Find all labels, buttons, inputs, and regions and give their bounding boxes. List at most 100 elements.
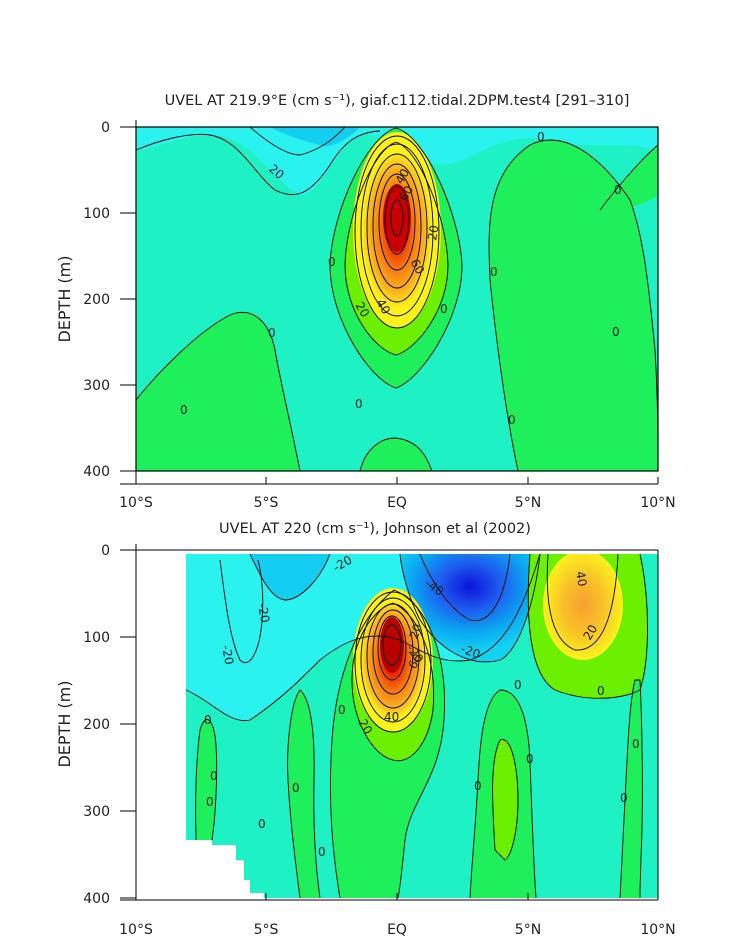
top-clabel-16: 60: [396, 183, 416, 203]
top-clabel-15: 40: [373, 297, 393, 317]
top-xtick-3: EQ: [387, 495, 407, 511]
top-clabel-1: 0: [180, 403, 188, 417]
bottom-contour-zero-7: [492, 739, 519, 861]
bottom-clabel-17: 0: [597, 684, 605, 698]
top-clabel-9: 0: [614, 183, 622, 197]
top-clabel-13: 20: [352, 300, 372, 320]
bottom-green-band-2-inner: [492, 739, 518, 860]
bottom-clabel-7: 0: [204, 713, 212, 727]
bottom-clabel-18: 0: [632, 737, 640, 751]
top-xtick-5: 10°N: [640, 495, 675, 511]
top-clabel-5: 0: [440, 302, 448, 316]
bottom-clabel-13: 0: [338, 703, 346, 717]
bottom-clabel-3: -20: [219, 644, 236, 666]
top-panel: UVEL AT 219.9°E (cm s⁻¹), giaf.c112.tida…: [55, 93, 676, 511]
bottom-clabel-16: 0: [526, 752, 534, 766]
top-ytick-1: 0: [101, 120, 110, 136]
bottom-clabel-15: 0: [514, 678, 522, 692]
top-xtick-4: 5°N: [515, 495, 541, 511]
bottom-clabel-14: 0: [474, 779, 482, 793]
bottom-plot-area: -20 -20 -20 -20 -20 -40 0 0 0 0 0 0 0 0 …: [185, 554, 658, 898]
bottom-clabel-10: 0: [258, 817, 266, 831]
bottom-contour-zero-4: [527, 554, 648, 699]
bottom-xtick-5: 10°N: [640, 922, 675, 938]
bottom-green-band-1: [287, 690, 320, 898]
top-clabel-3: 0: [355, 397, 363, 411]
top-surface-core: [270, 127, 360, 147]
bottom-ring-80: [382, 624, 402, 666]
bottom-contour-neg20-1: [249, 554, 331, 601]
top-contour-zero-2: [136, 130, 381, 196]
bottom-ring-70: [377, 615, 407, 681]
top-green-east: [489, 140, 658, 471]
bottom-clabel-25: 60: [405, 651, 425, 671]
top-clabel-4: 0: [328, 255, 336, 269]
bottom-ytick-5: 400: [83, 891, 110, 907]
top-green-ne: [600, 145, 658, 211]
top-ytick-4: 300: [83, 378, 110, 394]
bottom-contour-20: [351, 602, 435, 762]
bottom-contour-zero-5: [619, 679, 643, 898]
bottom-clabel-19: 0: [620, 791, 628, 805]
bottom-ring-30: [354, 591, 432, 733]
bottom-surface-neg20: [250, 554, 330, 600]
bottom-xtick-2: 5°S: [254, 922, 279, 938]
bottom-xtick-1: 10°S: [119, 922, 153, 938]
top-contour-labels: 0 0 0 0 0 0 0 0 0 0 20 20 20 40 40 60 60: [180, 130, 622, 427]
top-clabel-17: 60: [407, 257, 427, 277]
top-clabel-12: 20: [425, 224, 441, 241]
bottom-clabel-2: -20: [255, 602, 272, 624]
bottom-ytick-1: 0: [101, 543, 110, 559]
bottom-contour-necc-20: [546, 554, 619, 651]
bottom-panel: UVEL AT 220 (cm s⁻¹), Johnson et al (200…: [55, 521, 676, 938]
bottom-ring-60: [372, 609, 414, 695]
bottom-contour-zero-3: [469, 689, 537, 898]
top-green-s: [360, 438, 432, 471]
bottom-clabel-24: 40: [573, 570, 589, 587]
top-title: UVEL AT 219.9°E (cm s⁻¹), giaf.c112.tida…: [165, 93, 630, 109]
top-xtick-2: 5°S: [254, 495, 279, 511]
top-contour-zero-6: [599, 144, 658, 211]
top-y-ticks: 0 100 200 300 400: [83, 120, 136, 480]
top-contour-zero-3: [488, 139, 658, 471]
bottom-ring-50: [366, 603, 420, 709]
top-ring-80: [384, 185, 410, 255]
bottom-xtick-3: EQ: [387, 922, 407, 938]
bottom-contour-zero-2: [287, 689, 321, 898]
bottom-ytick-2: 100: [83, 630, 110, 646]
top-ytick-5: 400: [83, 464, 110, 480]
top-clabel-2: 0: [268, 326, 276, 340]
top-ring-40: [360, 143, 434, 317]
bottom-ylabel: DEPTH (m): [55, 680, 74, 767]
bottom-clabel-22: 20: [580, 622, 600, 642]
bottom-green-band-3: [620, 680, 643, 898]
top-clabel-8: 0: [612, 325, 620, 339]
top-euc-contour-rings: [354, 135, 440, 329]
bottom-clabel-21: 20: [355, 717, 375, 737]
top-contour-neg20: [249, 127, 346, 156]
top-ring-90: [390, 199, 404, 237]
top-ytick-2: 100: [83, 206, 110, 222]
top-clabel-10: 0: [537, 130, 545, 144]
top-euc-max: [383, 184, 411, 252]
bottom-clabel-9: 0: [206, 795, 214, 809]
top-clabel-14: 40: [392, 166, 412, 186]
bottom-contour-neg40: [419, 554, 511, 622]
top-ytick-3: 200: [83, 292, 110, 308]
bottom-contour-neg20-3: [399, 554, 541, 663]
bottom-ytick-4: 300: [83, 804, 110, 820]
bottom-ring-40: [360, 597, 426, 723]
top-clabel-7: 0: [508, 413, 516, 427]
top-x-ticks: 10°S 5°S EQ 5°N 10°N: [119, 477, 676, 511]
bottom-clabel-20: 20: [407, 622, 425, 641]
bottom-contour-neg20-4: [219, 559, 264, 663]
bottom-clabel-12: 0: [318, 845, 326, 859]
bottom-xtick-4: 5°N: [515, 922, 541, 938]
bottom-euc-contour-rings: [354, 591, 432, 733]
top-contour-zero-4: [329, 127, 463, 389]
top-ring-30: [354, 135, 440, 329]
bottom-contour-zero-6: [195, 718, 218, 841]
bottom-clabel-23: 40: [384, 710, 399, 724]
bottom-ytick-3: 200: [83, 717, 110, 733]
